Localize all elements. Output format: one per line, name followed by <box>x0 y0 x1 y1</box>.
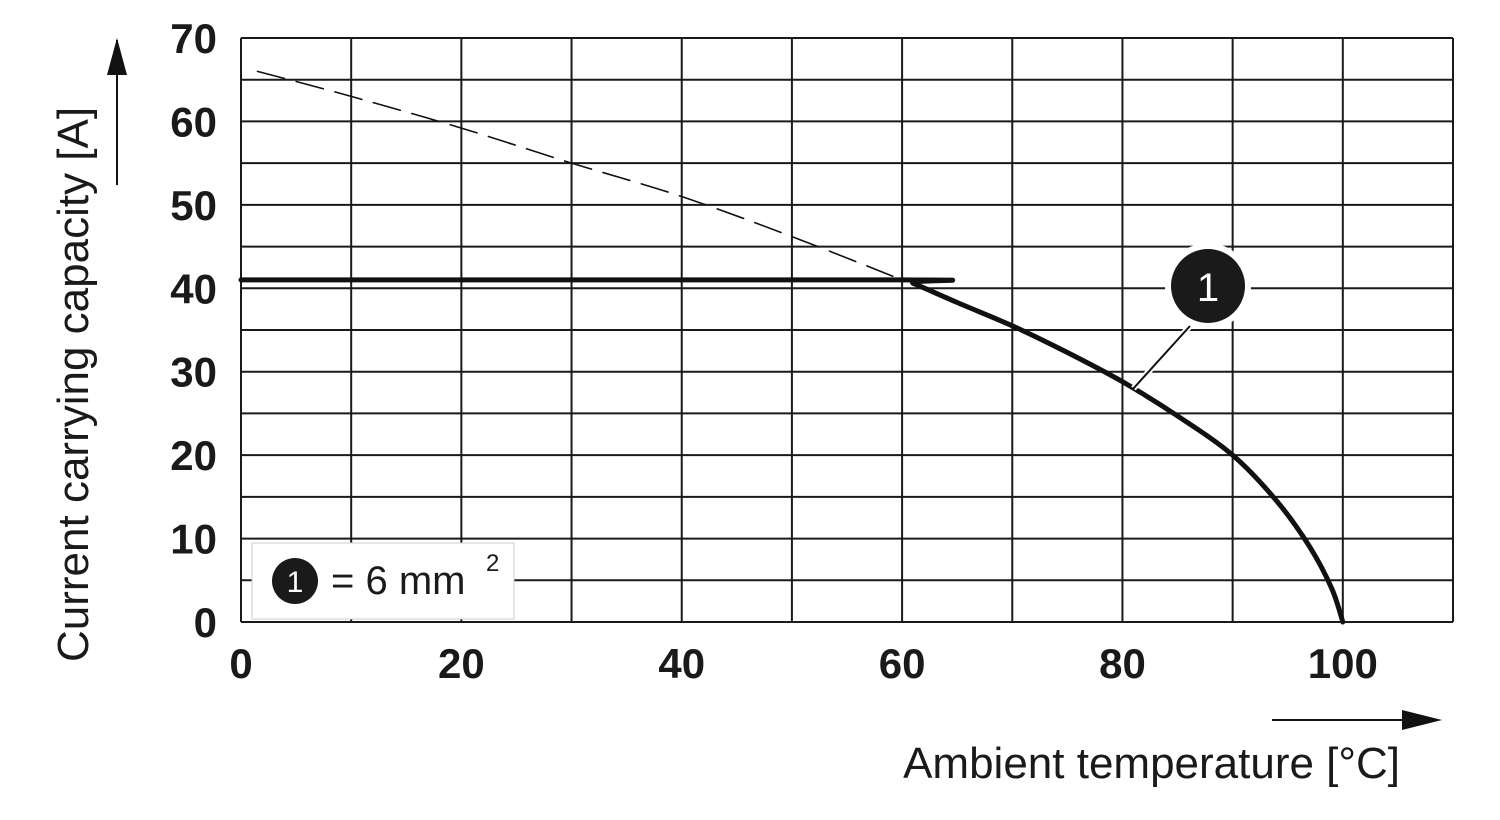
callout-leader-line <box>1132 325 1191 390</box>
legend-marker <box>272 558 318 604</box>
series-dashed-line <box>256 70 903 281</box>
x-axis-title-group: Ambient temperature [°C] <box>903 710 1442 788</box>
y-axis-arrowhead <box>107 38 127 75</box>
y-axis-title-group: Current carrying capacity [A] <box>49 38 127 662</box>
tick-labels: 0 20 40 60 80 100 0 10 20 30 40 50 60 70 <box>170 15 1378 687</box>
x-tick-label-0: 0 <box>229 640 252 687</box>
x-axis-title: Ambient temperature [°C] <box>903 739 1400 788</box>
legend: 1 = 6 mm 2 <box>251 542 515 620</box>
x-axis-arrowhead <box>1402 710 1442 730</box>
callout-marker <box>1171 249 1245 323</box>
x-tick-label-40: 40 <box>658 640 705 687</box>
x-tick-label-20: 20 <box>438 640 485 687</box>
y-tick-label-30: 30 <box>170 349 217 396</box>
series-callout: 1 <box>1131 243 1251 391</box>
x-tick-label-80: 80 <box>1099 640 1146 687</box>
series-line-1 <box>238 277 1346 625</box>
series-layer <box>238 70 1346 625</box>
y-tick-label-10: 10 <box>170 516 217 563</box>
y-tick-label-70: 70 <box>170 15 217 62</box>
x-tick-label-100: 100 <box>1308 640 1378 687</box>
y-tick-label-40: 40 <box>170 265 217 312</box>
x-tick-label-60: 60 <box>879 640 926 687</box>
y-tick-label-60: 60 <box>170 98 217 145</box>
y-tick-label-0: 0 <box>194 599 217 646</box>
callout-label: 1 <box>1197 266 1219 310</box>
y-axis-title: Current carrying capacity [A] <box>49 107 98 662</box>
y-tick-label-20: 20 <box>170 432 217 479</box>
grid <box>240 37 1454 623</box>
legend-marker-label: 1 <box>287 566 304 599</box>
y-tick-label-50: 50 <box>170 182 217 229</box>
legend-text: = 6 mm <box>331 559 465 603</box>
legend-superscript: 2 <box>486 550 499 577</box>
